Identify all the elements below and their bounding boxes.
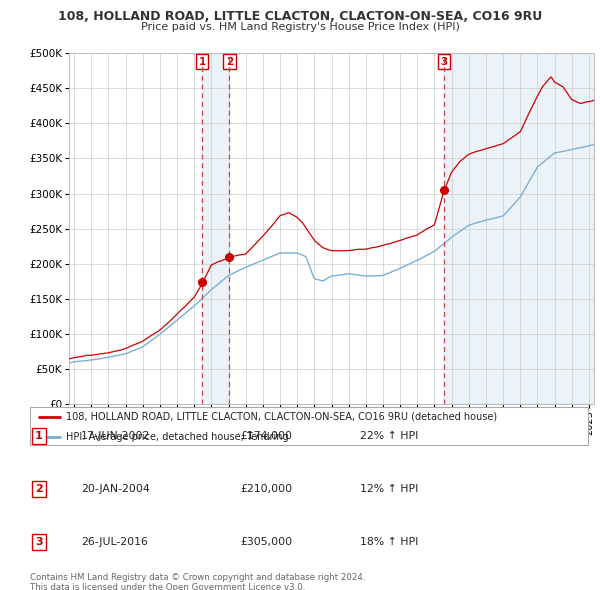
Text: 2: 2 <box>35 484 43 494</box>
Text: 26-JUL-2016: 26-JUL-2016 <box>81 537 148 547</box>
Text: 3: 3 <box>440 57 448 67</box>
Text: 1: 1 <box>35 431 43 441</box>
Text: Price paid vs. HM Land Registry's House Price Index (HPI): Price paid vs. HM Land Registry's House … <box>140 22 460 32</box>
Text: 20-JAN-2004: 20-JAN-2004 <box>81 484 150 494</box>
Text: 1: 1 <box>199 57 206 67</box>
Bar <box>202 53 229 404</box>
Text: 108, HOLLAND ROAD, LITTLE CLACTON, CLACTON-ON-SEA, CO16 9RU: 108, HOLLAND ROAD, LITTLE CLACTON, CLACT… <box>58 10 542 23</box>
Text: £174,000: £174,000 <box>240 431 292 441</box>
Text: £305,000: £305,000 <box>240 537 292 547</box>
Text: HPI: Average price, detached house, Tendring: HPI: Average price, detached house, Tend… <box>66 432 289 442</box>
Text: 2: 2 <box>226 57 233 67</box>
Text: 18% ↑ HPI: 18% ↑ HPI <box>360 537 418 547</box>
Text: Contains HM Land Registry data © Crown copyright and database right 2024.: Contains HM Land Registry data © Crown c… <box>30 573 365 582</box>
Bar <box>444 53 594 404</box>
Text: 12% ↑ HPI: 12% ↑ HPI <box>360 484 418 494</box>
FancyBboxPatch shape <box>30 407 588 445</box>
Text: 3: 3 <box>35 537 43 547</box>
Text: This data is licensed under the Open Government Licence v3.0.: This data is licensed under the Open Gov… <box>30 583 305 590</box>
Text: 17-JUN-2002: 17-JUN-2002 <box>81 431 151 441</box>
Text: £210,000: £210,000 <box>240 484 292 494</box>
Text: 22% ↑ HPI: 22% ↑ HPI <box>360 431 418 441</box>
Text: 108, HOLLAND ROAD, LITTLE CLACTON, CLACTON-ON-SEA, CO16 9RU (detached house): 108, HOLLAND ROAD, LITTLE CLACTON, CLACT… <box>66 412 497 422</box>
